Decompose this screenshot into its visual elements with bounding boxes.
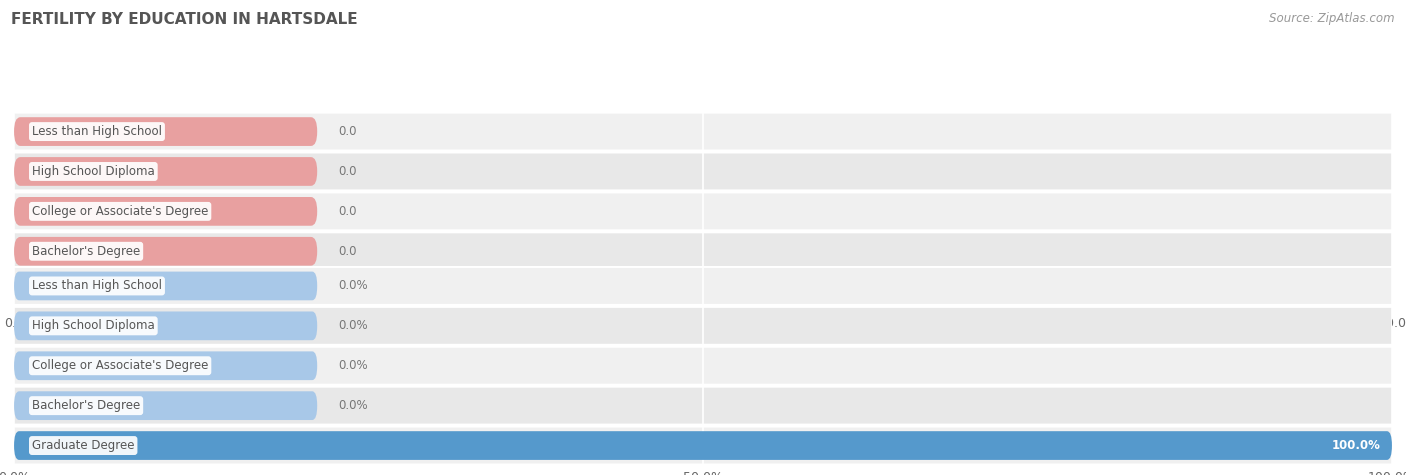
FancyBboxPatch shape bbox=[14, 388, 1392, 424]
FancyBboxPatch shape bbox=[14, 157, 318, 186]
Text: 0.0: 0.0 bbox=[337, 245, 356, 258]
Text: 63.0: 63.0 bbox=[1059, 285, 1088, 298]
Text: 0.0: 0.0 bbox=[337, 205, 356, 218]
Text: 0.0: 0.0 bbox=[337, 125, 356, 138]
Text: 0.0%: 0.0% bbox=[337, 319, 367, 332]
Text: Bachelor's Degree: Bachelor's Degree bbox=[32, 245, 141, 258]
FancyBboxPatch shape bbox=[14, 348, 1392, 384]
Text: Bachelor's Degree: Bachelor's Degree bbox=[32, 399, 141, 412]
FancyBboxPatch shape bbox=[14, 193, 1392, 229]
Text: 0.0: 0.0 bbox=[337, 165, 356, 178]
Text: College or Associate's Degree: College or Associate's Degree bbox=[32, 359, 208, 372]
FancyBboxPatch shape bbox=[14, 272, 318, 300]
FancyBboxPatch shape bbox=[14, 153, 1392, 190]
Text: 100.0%: 100.0% bbox=[1331, 439, 1381, 452]
FancyBboxPatch shape bbox=[14, 352, 318, 380]
FancyBboxPatch shape bbox=[14, 431, 1392, 460]
FancyBboxPatch shape bbox=[14, 308, 1392, 344]
Text: 0.0%: 0.0% bbox=[337, 359, 367, 372]
FancyBboxPatch shape bbox=[14, 114, 1392, 150]
FancyBboxPatch shape bbox=[14, 237, 318, 266]
FancyBboxPatch shape bbox=[14, 197, 318, 226]
FancyBboxPatch shape bbox=[14, 428, 1392, 464]
FancyBboxPatch shape bbox=[14, 312, 318, 340]
Text: College or Associate's Degree: College or Associate's Degree bbox=[32, 205, 208, 218]
FancyBboxPatch shape bbox=[14, 391, 318, 420]
Text: Less than High School: Less than High School bbox=[32, 279, 162, 293]
Text: FERTILITY BY EDUCATION IN HARTSDALE: FERTILITY BY EDUCATION IN HARTSDALE bbox=[11, 12, 359, 27]
FancyBboxPatch shape bbox=[14, 117, 318, 146]
Text: 0.0%: 0.0% bbox=[337, 279, 367, 293]
Text: High School Diploma: High School Diploma bbox=[32, 319, 155, 332]
Text: High School Diploma: High School Diploma bbox=[32, 165, 155, 178]
Text: Less than High School: Less than High School bbox=[32, 125, 162, 138]
Text: Graduate Degree: Graduate Degree bbox=[32, 285, 135, 298]
FancyBboxPatch shape bbox=[14, 277, 1099, 305]
FancyBboxPatch shape bbox=[14, 273, 1392, 309]
Text: Graduate Degree: Graduate Degree bbox=[32, 439, 135, 452]
Text: 0.0%: 0.0% bbox=[337, 399, 367, 412]
Text: Source: ZipAtlas.com: Source: ZipAtlas.com bbox=[1270, 12, 1395, 25]
FancyBboxPatch shape bbox=[14, 233, 1392, 269]
FancyBboxPatch shape bbox=[14, 268, 1392, 304]
